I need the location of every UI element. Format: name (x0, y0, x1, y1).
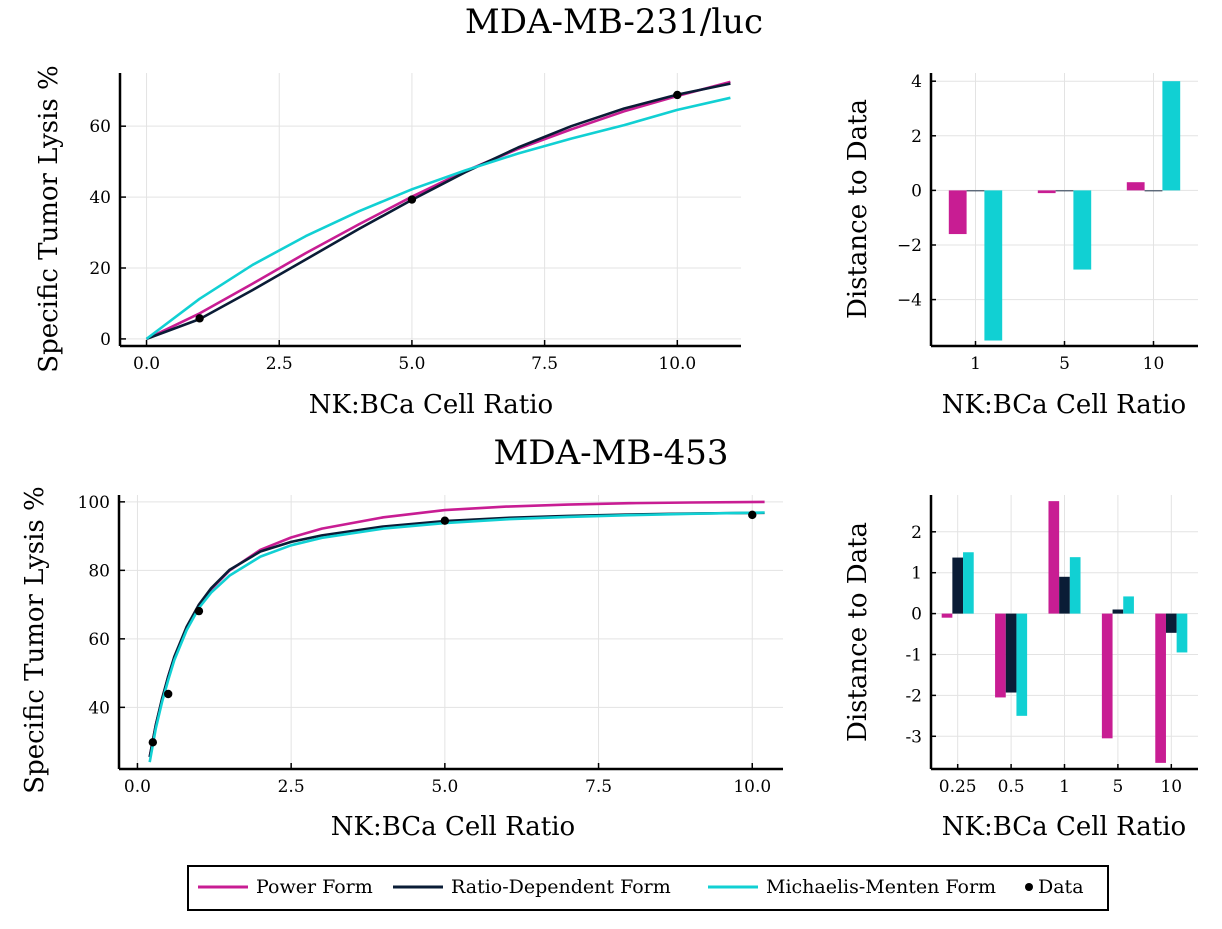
legend-box (187, 865, 1109, 911)
panel3-data-point (148, 738, 158, 747)
panel3-ylabel: Specific Tumor Lysis % (20, 486, 50, 793)
panel3-plot: 0.0 2.5 5.0 7.5 10.0 40 60 80 100 (78, 493, 783, 797)
panel2-xlabel: NK:BCa Cell Ratio (942, 390, 1186, 420)
panel1-power-line (145, 80, 731, 341)
legend: Power Form Ratio-Dependent Form Michaeli… (187, 865, 1109, 911)
panel4-ratio-bar (1112, 609, 1124, 614)
panel4-power-bar (1048, 501, 1060, 614)
panel4-mm-bar (1069, 557, 1081, 614)
panel4-category-label: 5 (1112, 777, 1123, 797)
panel3-title: MDA-MB-453 (494, 433, 729, 473)
panel3-data-point (440, 516, 450, 525)
panel3-data-point (194, 606, 204, 616)
panel1-mm-line (145, 96, 731, 340)
panel3-ratio-line (148, 511, 765, 758)
panel4-ratio-bar (1165, 613, 1177, 633)
panel3-power-line (148, 500, 765, 758)
panel2-ratio-bar (1144, 190, 1163, 192)
panel4-ytick-label: -1 (905, 645, 922, 665)
panel3-xtick-label: 10.0 (733, 777, 771, 797)
panel4-mm-bar (1016, 613, 1028, 716)
panel3-data-point (163, 689, 173, 699)
panel2-plot: 1 5 10 −4 −2 0 2 4 (897, 72, 1198, 374)
panel2-ytick-label: 0 (911, 181, 922, 201)
panel2-ytick-label: 4 (911, 72, 922, 92)
panel2-mm-bar (1073, 190, 1092, 270)
panel3-ytick-label: 40 (88, 698, 110, 718)
legend-data-label: Data (1038, 876, 1084, 898)
panel4-ytick-label: 2 (911, 523, 922, 543)
panel1-plot: 0.0 2.5 5.0 7.5 10.0 0 20 40 60 (89, 73, 741, 374)
panel2-category-label: 10 (1143, 354, 1165, 374)
panel4-xlabel: NK:BCa Cell Ratio (942, 812, 1186, 842)
panel3-xlabel: NK:BCa Cell Ratio (331, 812, 575, 842)
panel1-data-point (673, 90, 682, 100)
panel3-xtick-label: 7.5 (585, 777, 612, 797)
panel1-xtick-label: 10.0 (658, 354, 696, 374)
legend-mm-label: Michaelis-Menten Form (766, 876, 996, 898)
panel3-ytick-label: 80 (88, 561, 110, 581)
panel1-ratio-line (146, 82, 731, 341)
panel4-ytick-label: -2 (905, 686, 922, 706)
panel1-xlabel: NK:BCa Cell Ratio (309, 390, 553, 420)
panel1-title: MDA-MB-231/luc (465, 2, 763, 42)
panel3-ytick-label: 100 (78, 493, 110, 513)
panel2-category-label: 1 (970, 354, 981, 374)
panel1-ylabel: Specific Tumor Lysis % (34, 65, 64, 372)
panel4-category-label: 0.5 (998, 777, 1025, 797)
panel2-ytick-label: 2 (911, 127, 922, 147)
legend-ratio-label: Ratio-Dependent Form (451, 876, 671, 898)
panel1-ytick-label: 40 (89, 188, 111, 208)
panel4-mm-bar (1176, 613, 1188, 653)
panel4-power-bar (1101, 613, 1113, 739)
panel1-xtick-label: 2.5 (266, 354, 293, 374)
panel2-ytick-label: −4 (897, 291, 922, 311)
panel1-xtick-label: 7.5 (531, 354, 558, 374)
panel4-ratio-bar (1005, 613, 1017, 693)
panel1-data-point (407, 195, 417, 204)
panel4-ytick-label: -3 (905, 727, 922, 747)
panel1-ytick-label: 0 (100, 330, 111, 350)
panel4-ratio-bar (1059, 576, 1070, 614)
panel3-mm-line (148, 511, 765, 763)
panel2-mm-bar (1162, 81, 1181, 191)
panel4-power-bar (995, 613, 1006, 698)
panel1-xtick-label: 0.0 (133, 354, 160, 374)
panel1-xtick-label: 5.0 (398, 354, 425, 374)
panel4-power-bar (941, 613, 953, 618)
panel2-ratio-bar (1055, 190, 1074, 192)
legend-data-marker (1025, 883, 1033, 891)
panel2-ytick-label: −2 (897, 236, 922, 256)
panel3-data-point (748, 510, 757, 520)
panel3-xtick-label: 0.0 (124, 777, 151, 797)
panel4-mm-bar (963, 552, 974, 614)
panel3-xtick-label: 5.0 (431, 777, 458, 797)
panel2-ratio-bar (966, 190, 985, 192)
panel4-mm-bar (1123, 596, 1134, 614)
panel2-power-bar (1126, 182, 1145, 191)
panel2-ylabel: Distance to Data (843, 99, 873, 319)
panel4-ytick-label: 0 (911, 605, 922, 625)
panel4-ylabel: Distance to Data (843, 522, 873, 742)
panel4-category-label: 0.25 (939, 777, 977, 797)
panel4-plot: 0.25 0.5 1 5 10 -3 -2 -1 0 1 2 (905, 495, 1198, 797)
panel3-ytick-label: 60 (88, 630, 110, 650)
panel1-data-point (195, 314, 204, 323)
panel2-power-bar (1037, 190, 1056, 194)
panel2-category-label: 5 (1059, 354, 1070, 374)
panel4-power-bar (1155, 613, 1166, 763)
panel1-ytick-label: 20 (89, 259, 111, 279)
panel1-ytick-label: 60 (89, 117, 111, 137)
panel2-power-bar (948, 190, 967, 235)
panel3-xtick-label: 2.5 (278, 777, 305, 797)
legend-power-label: Power Form (256, 876, 373, 898)
panel4-category-label: 10 (1160, 777, 1182, 797)
panel2-mm-bar (984, 190, 1003, 341)
panel4-ratio-bar (952, 557, 964, 614)
panel4-category-label: 1 (1059, 777, 1070, 797)
panel4-ytick-label: 1 (911, 564, 922, 584)
